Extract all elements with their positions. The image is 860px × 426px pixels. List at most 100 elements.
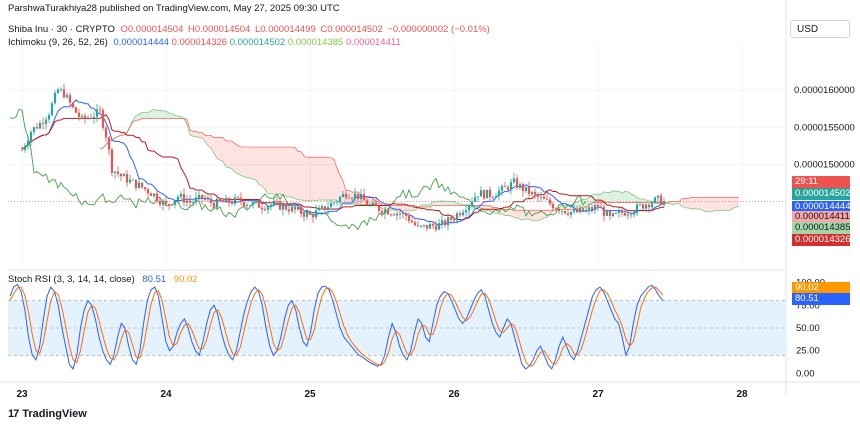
cloud-segment: [439, 201, 442, 206]
cloud-segment: [604, 191, 607, 203]
candle-body: [299, 206, 303, 214]
cloud-segment: [436, 201, 439, 206]
candle-body: [359, 194, 363, 200]
candle-body: [47, 115, 51, 120]
close-price-badge: 0.000014502: [792, 188, 850, 200]
symbol-legend: Shiba Inu · 30 · CRYPTO O0.000014504 H0.…: [8, 24, 492, 35]
symbol-title[interactable]: Shiba Inu · 30 · CRYPTO: [8, 24, 115, 35]
candle-body: [134, 179, 138, 188]
candle-body: [188, 200, 192, 203]
candle-body: [422, 224, 426, 226]
candle-body: [41, 123, 45, 124]
price-tick-label: 0.0000155000: [794, 122, 855, 133]
candle-body: [557, 208, 561, 212]
ichimoku-span-a-value: 0.000014385: [287, 37, 344, 48]
price-tick-label: 0.0000150000: [794, 160, 855, 171]
candle-body: [530, 191, 534, 195]
stoch-k-value: 80.51: [142, 274, 167, 285]
candle-body: [395, 213, 399, 216]
candle-body: [392, 214, 396, 216]
cloud-segment: [721, 197, 724, 211]
candle-body: [137, 182, 141, 188]
price-tick-label: 0.0000160000: [794, 85, 855, 96]
candle-body: [104, 127, 108, 138]
cloud-segment: [532, 210, 535, 221]
candle-body: [635, 204, 639, 214]
cloud-segment: [268, 147, 271, 194]
candle-body: [479, 190, 483, 197]
candle-body: [458, 213, 462, 216]
candle-body: [167, 203, 171, 205]
candle-body: [362, 194, 366, 201]
cloud-segment: [235, 143, 238, 175]
candle-body: [80, 115, 84, 117]
cloud-segment: [616, 191, 619, 203]
cloud-segment: [700, 197, 703, 211]
cloud-segment: [631, 193, 634, 203]
candle-body: [164, 200, 168, 204]
cloud-segment: [328, 157, 331, 201]
cloud-segment: [313, 157, 316, 201]
candle-body: [32, 127, 36, 132]
countdown-badge: 29:11: [792, 176, 850, 188]
candle-body: [452, 219, 456, 221]
lagging-span-badge: 0.000014385: [792, 222, 850, 234]
candle-body: [371, 202, 375, 205]
cloud-segment: [250, 147, 253, 180]
cloud-segment: [577, 200, 580, 210]
candle-body: [449, 217, 453, 220]
candle-body: [440, 220, 444, 224]
candle-body: [125, 174, 129, 183]
stoch-tick-label: 75.00: [796, 300, 820, 311]
stoch-k-line: [9, 283, 664, 370]
ichimoku-lagging-value: 0.000014502: [229, 37, 286, 48]
cloud-segment: [736, 197, 739, 208]
cloud-segment: [424, 204, 427, 207]
low-value: L0.000014499: [254, 24, 316, 35]
candle-body: [185, 200, 189, 203]
ichimoku-span-b-value: 0.000014411: [345, 37, 401, 48]
cloud-segment: [280, 147, 283, 196]
cloud-segment: [403, 205, 406, 212]
conversion-line-badge: 0.000014444: [792, 201, 850, 213]
ichimoku-conversion-value: 0.000014444: [113, 37, 169, 48]
candle-body: [617, 211, 621, 213]
time-tick-label: 28: [736, 389, 748, 400]
cloud-segment: [292, 147, 295, 199]
ichimoku-label[interactable]: Ichimoku (9, 26, 52, 26): [8, 37, 108, 48]
cloud-segment: [628, 191, 631, 203]
cloud-segment: [172, 113, 175, 119]
cloud-segment: [451, 201, 454, 206]
cloud-segment: [349, 190, 352, 205]
candle-body: [584, 209, 588, 212]
cloud-segment: [610, 190, 613, 203]
candle-body: [353, 193, 357, 199]
cloud-segment: [694, 197, 697, 209]
change-value: −0.000000002 (−0.01%): [387, 24, 490, 35]
cloud-segment: [229, 140, 232, 169]
cloud-segment: [190, 130, 193, 137]
cloud-segment: [223, 137, 226, 167]
candle-body: [263, 209, 267, 211]
stoch-rsi-label[interactable]: Stoch RSI (3, 3, 14, 14, close): [8, 274, 135, 285]
candle-body: [314, 210, 318, 218]
cloud-segment: [295, 147, 298, 200]
candle-body: [374, 202, 378, 207]
cloud-segment: [259, 147, 262, 187]
candle-body: [35, 127, 39, 129]
candle-body: [65, 95, 69, 98]
candle-body: [326, 207, 330, 211]
cloud-segment: [712, 197, 715, 212]
candle-body: [560, 211, 564, 212]
currency-selector[interactable]: USD: [790, 20, 850, 38]
cloud-segment: [382, 205, 385, 210]
cloud-segment: [676, 201, 679, 204]
candle-body: [590, 207, 594, 210]
cloud-segment: [163, 111, 166, 119]
candle-body: [533, 191, 537, 195]
tradingview-brand[interactable]: 17 TradingView: [8, 408, 87, 420]
ichimoku-cloud: [100, 109, 739, 221]
cloud-segment: [154, 109, 157, 119]
base-line-badge: 0.000014326: [792, 234, 850, 246]
